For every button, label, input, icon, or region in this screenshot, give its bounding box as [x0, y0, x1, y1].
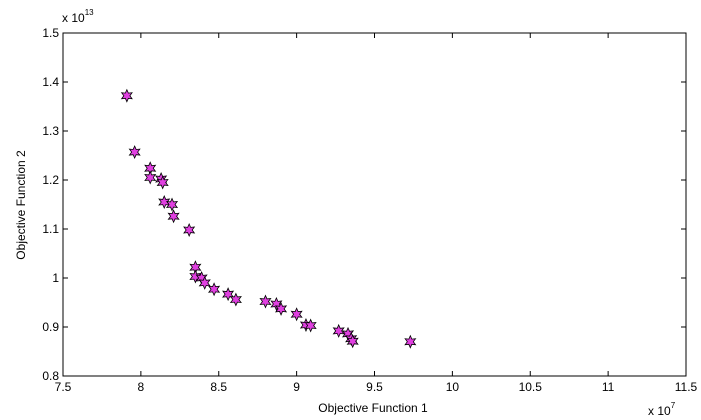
axes-frame — [62, 32, 687, 377]
data-point — [290, 307, 303, 322]
x-axis-label: Objective Function 1 — [318, 401, 428, 415]
x-tick-label: 11.5 — [675, 380, 698, 394]
y-tick-label: 1.1 — [42, 222, 59, 236]
data-point — [208, 282, 221, 297]
y-tick-label: 1.3 — [42, 124, 59, 138]
data-point — [332, 323, 345, 338]
y-tick-label: 0.9 — [42, 320, 59, 334]
data-point — [404, 334, 417, 349]
data-point — [144, 170, 157, 185]
x-tick-label: 10.5 — [519, 380, 543, 394]
x-tick-label: 8 — [138, 380, 145, 394]
y-multiplier-base: x 10 — [62, 11, 85, 25]
y-tick-label: 1 — [52, 271, 59, 285]
points-layer — [120, 88, 417, 349]
data-point — [128, 145, 141, 160]
data-point — [156, 175, 169, 190]
y-multiplier: x 1013 — [62, 8, 94, 25]
x-tick-label: 8.5 — [210, 380, 227, 394]
data-point — [167, 209, 180, 224]
y-tick-label: 0.8 — [42, 369, 59, 383]
data-point — [165, 197, 179, 212]
data-point — [259, 294, 272, 309]
x-multiplier-base: x 10 — [648, 404, 671, 418]
y-axis-label: Objective Function 2 — [14, 150, 28, 260]
y-tick-label: 1.4 — [42, 75, 59, 89]
x-tick-label: 9 — [293, 380, 300, 394]
tick-layer: 7.5 8 8.5 9 9.5 10 10.5 11 11.5 0.8 0.9 1 1.1 1.2 1.3 1… — [42, 26, 697, 394]
y-multiplier-exponent: 13 — [85, 8, 94, 17]
data-point — [222, 287, 235, 302]
data-point — [270, 296, 283, 311]
x-tick-label: 7.5 — [55, 380, 72, 394]
x-tick-label: 11 — [602, 380, 615, 394]
x-multiplier-exponent: 7 — [671, 401, 676, 410]
data-point — [198, 275, 211, 290]
data-point — [158, 195, 171, 210]
data-point — [346, 334, 359, 349]
x-tick-label: 9.5 — [366, 380, 383, 394]
data-point — [229, 292, 242, 307]
data-point — [120, 88, 133, 103]
data-point — [274, 301, 288, 316]
y-tick-label: 1.2 — [42, 173, 59, 187]
data-point — [183, 222, 196, 237]
x-tick-label: 10 — [446, 380, 460, 394]
data-point — [304, 318, 317, 333]
x-multiplier: x 107 — [648, 401, 676, 418]
y-tick-label: 1.5 — [42, 26, 59, 40]
plot-area — [62, 32, 687, 377]
